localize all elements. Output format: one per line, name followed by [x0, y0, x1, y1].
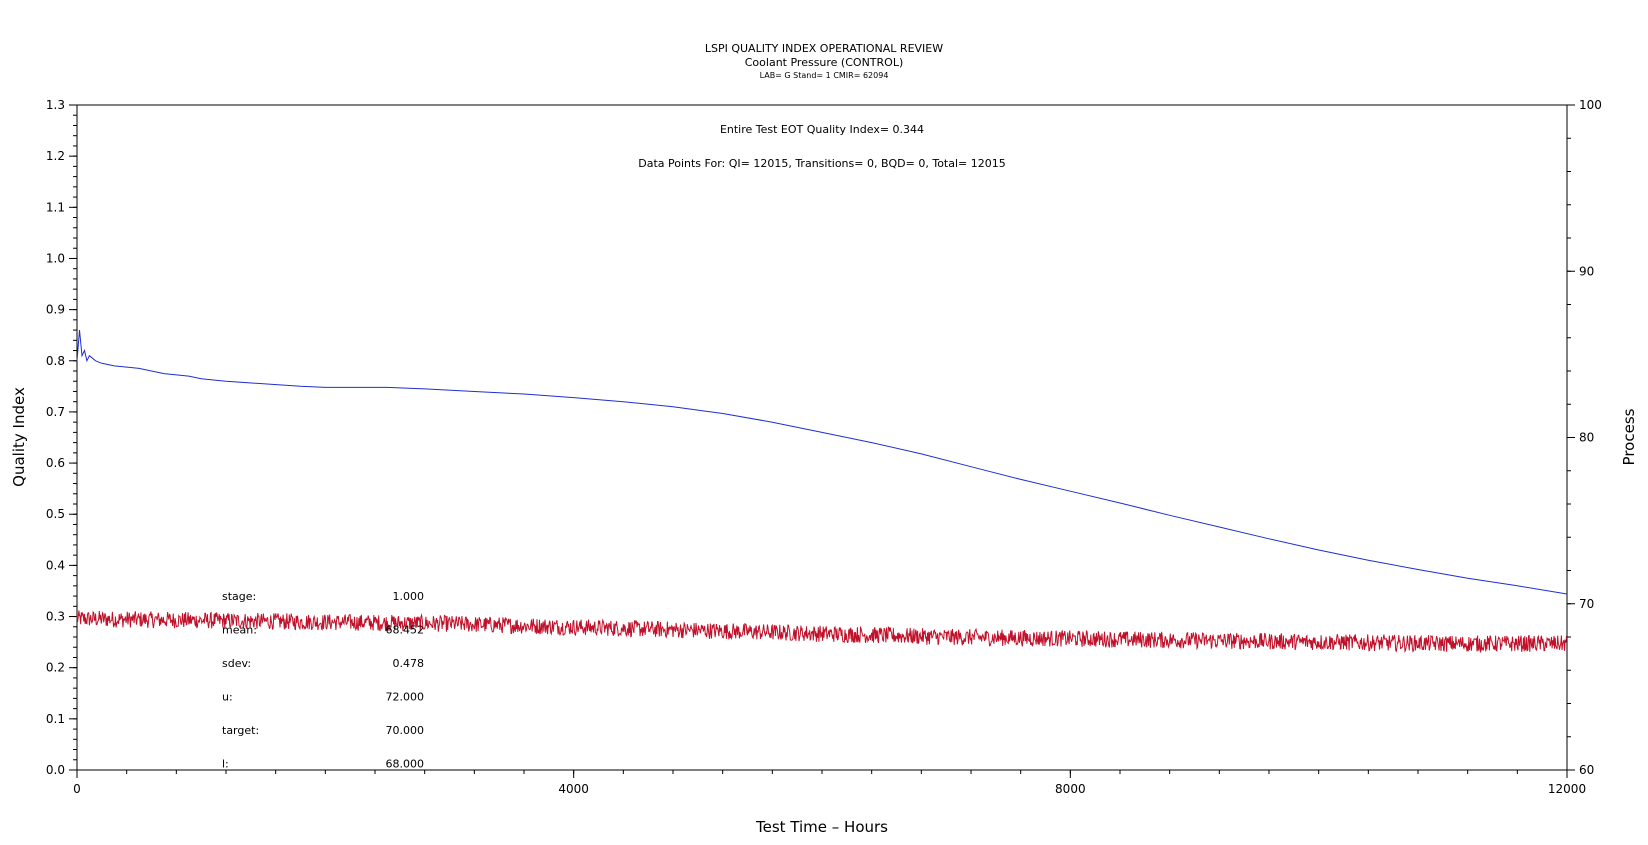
y-tick-label: 0.0: [46, 763, 65, 777]
y-tick-label: 0.3: [46, 610, 65, 624]
stat-label: l:: [222, 758, 229, 771]
stats-box: stage: 1.000 mean: 68.452 sdev: 0.478 u: 72.000…: [222, 590, 424, 771]
y-tick-label: 1.2: [46, 149, 65, 163]
y-tick-label: 0.4: [46, 558, 65, 572]
y-tick-label: 1.0: [46, 251, 65, 265]
stat-label: stage:: [222, 590, 256, 603]
y-tick-label: 0.7: [46, 405, 65, 419]
y2-axis-label: Process: [1620, 408, 1638, 465]
x-tick-label: 4000: [558, 782, 589, 796]
chart-subtitle: Coolant Pressure (CONTROL): [745, 56, 904, 69]
y2-tick-label: 60: [1579, 763, 1594, 777]
quality-index-series-line: [76, 330, 1568, 595]
qi-annotation: Entire Test EOT Quality Index= 0.344: [720, 123, 924, 136]
stat-value: 0.478: [393, 657, 425, 670]
process-series-line: [76, 610, 1568, 654]
x-tick-label: 12000: [1548, 782, 1586, 796]
y-tick-label: 0.6: [46, 456, 65, 470]
y2-tick-label: 100: [1579, 98, 1602, 112]
x-tick-label: 0: [73, 782, 81, 796]
series-layer: [76, 330, 1568, 654]
axis-ticks: 0.0 0.1 0.2 0.3 0.4 0.5 0.6 0.7 0.8 0.9 1.0 1.1 1.2 1…: [46, 98, 1602, 796]
y-tick-label: 0.2: [46, 661, 65, 675]
y2-tick-label: 90: [1579, 264, 1594, 278]
stat-label: mean:: [222, 624, 257, 637]
stat-label: u:: [222, 691, 233, 704]
chart-subtitle-lab: LAB= G Stand= 1 CMIR= 62094: [760, 71, 889, 80]
y-tick-label: 1.1: [46, 200, 65, 214]
y-tick-label: 0.5: [46, 507, 65, 521]
y-tick-label: 0.9: [46, 303, 65, 317]
y-axis-label: Quality Index: [10, 387, 28, 487]
x-tick-label: 8000: [1055, 782, 1086, 796]
data-points-annotation: Data Points For: QI= 12015, Transitions=…: [638, 157, 1006, 170]
stat-value: 70.000: [386, 724, 425, 737]
stat-label: target:: [222, 724, 259, 737]
y2-tick-label: 70: [1579, 597, 1594, 611]
x-axis-label: Test Time – Hours: [755, 818, 888, 836]
plot-frame: [76, 104, 1568, 771]
chart-title: LSPI QUALITY INDEX OPERATIONAL REVIEW: [705, 42, 943, 55]
stat-value: 68.452: [386, 624, 425, 637]
y-tick-label: 0.8: [46, 354, 65, 368]
y2-tick-label: 80: [1579, 431, 1594, 445]
stat-label: sdev:: [222, 657, 251, 670]
y-tick-label: 0.1: [46, 712, 65, 726]
stat-value: 1.000: [393, 590, 425, 603]
stat-value: 68.000: [386, 758, 425, 771]
stat-value: 72.000: [386, 691, 425, 704]
y-tick-label: 1.3: [46, 98, 65, 112]
